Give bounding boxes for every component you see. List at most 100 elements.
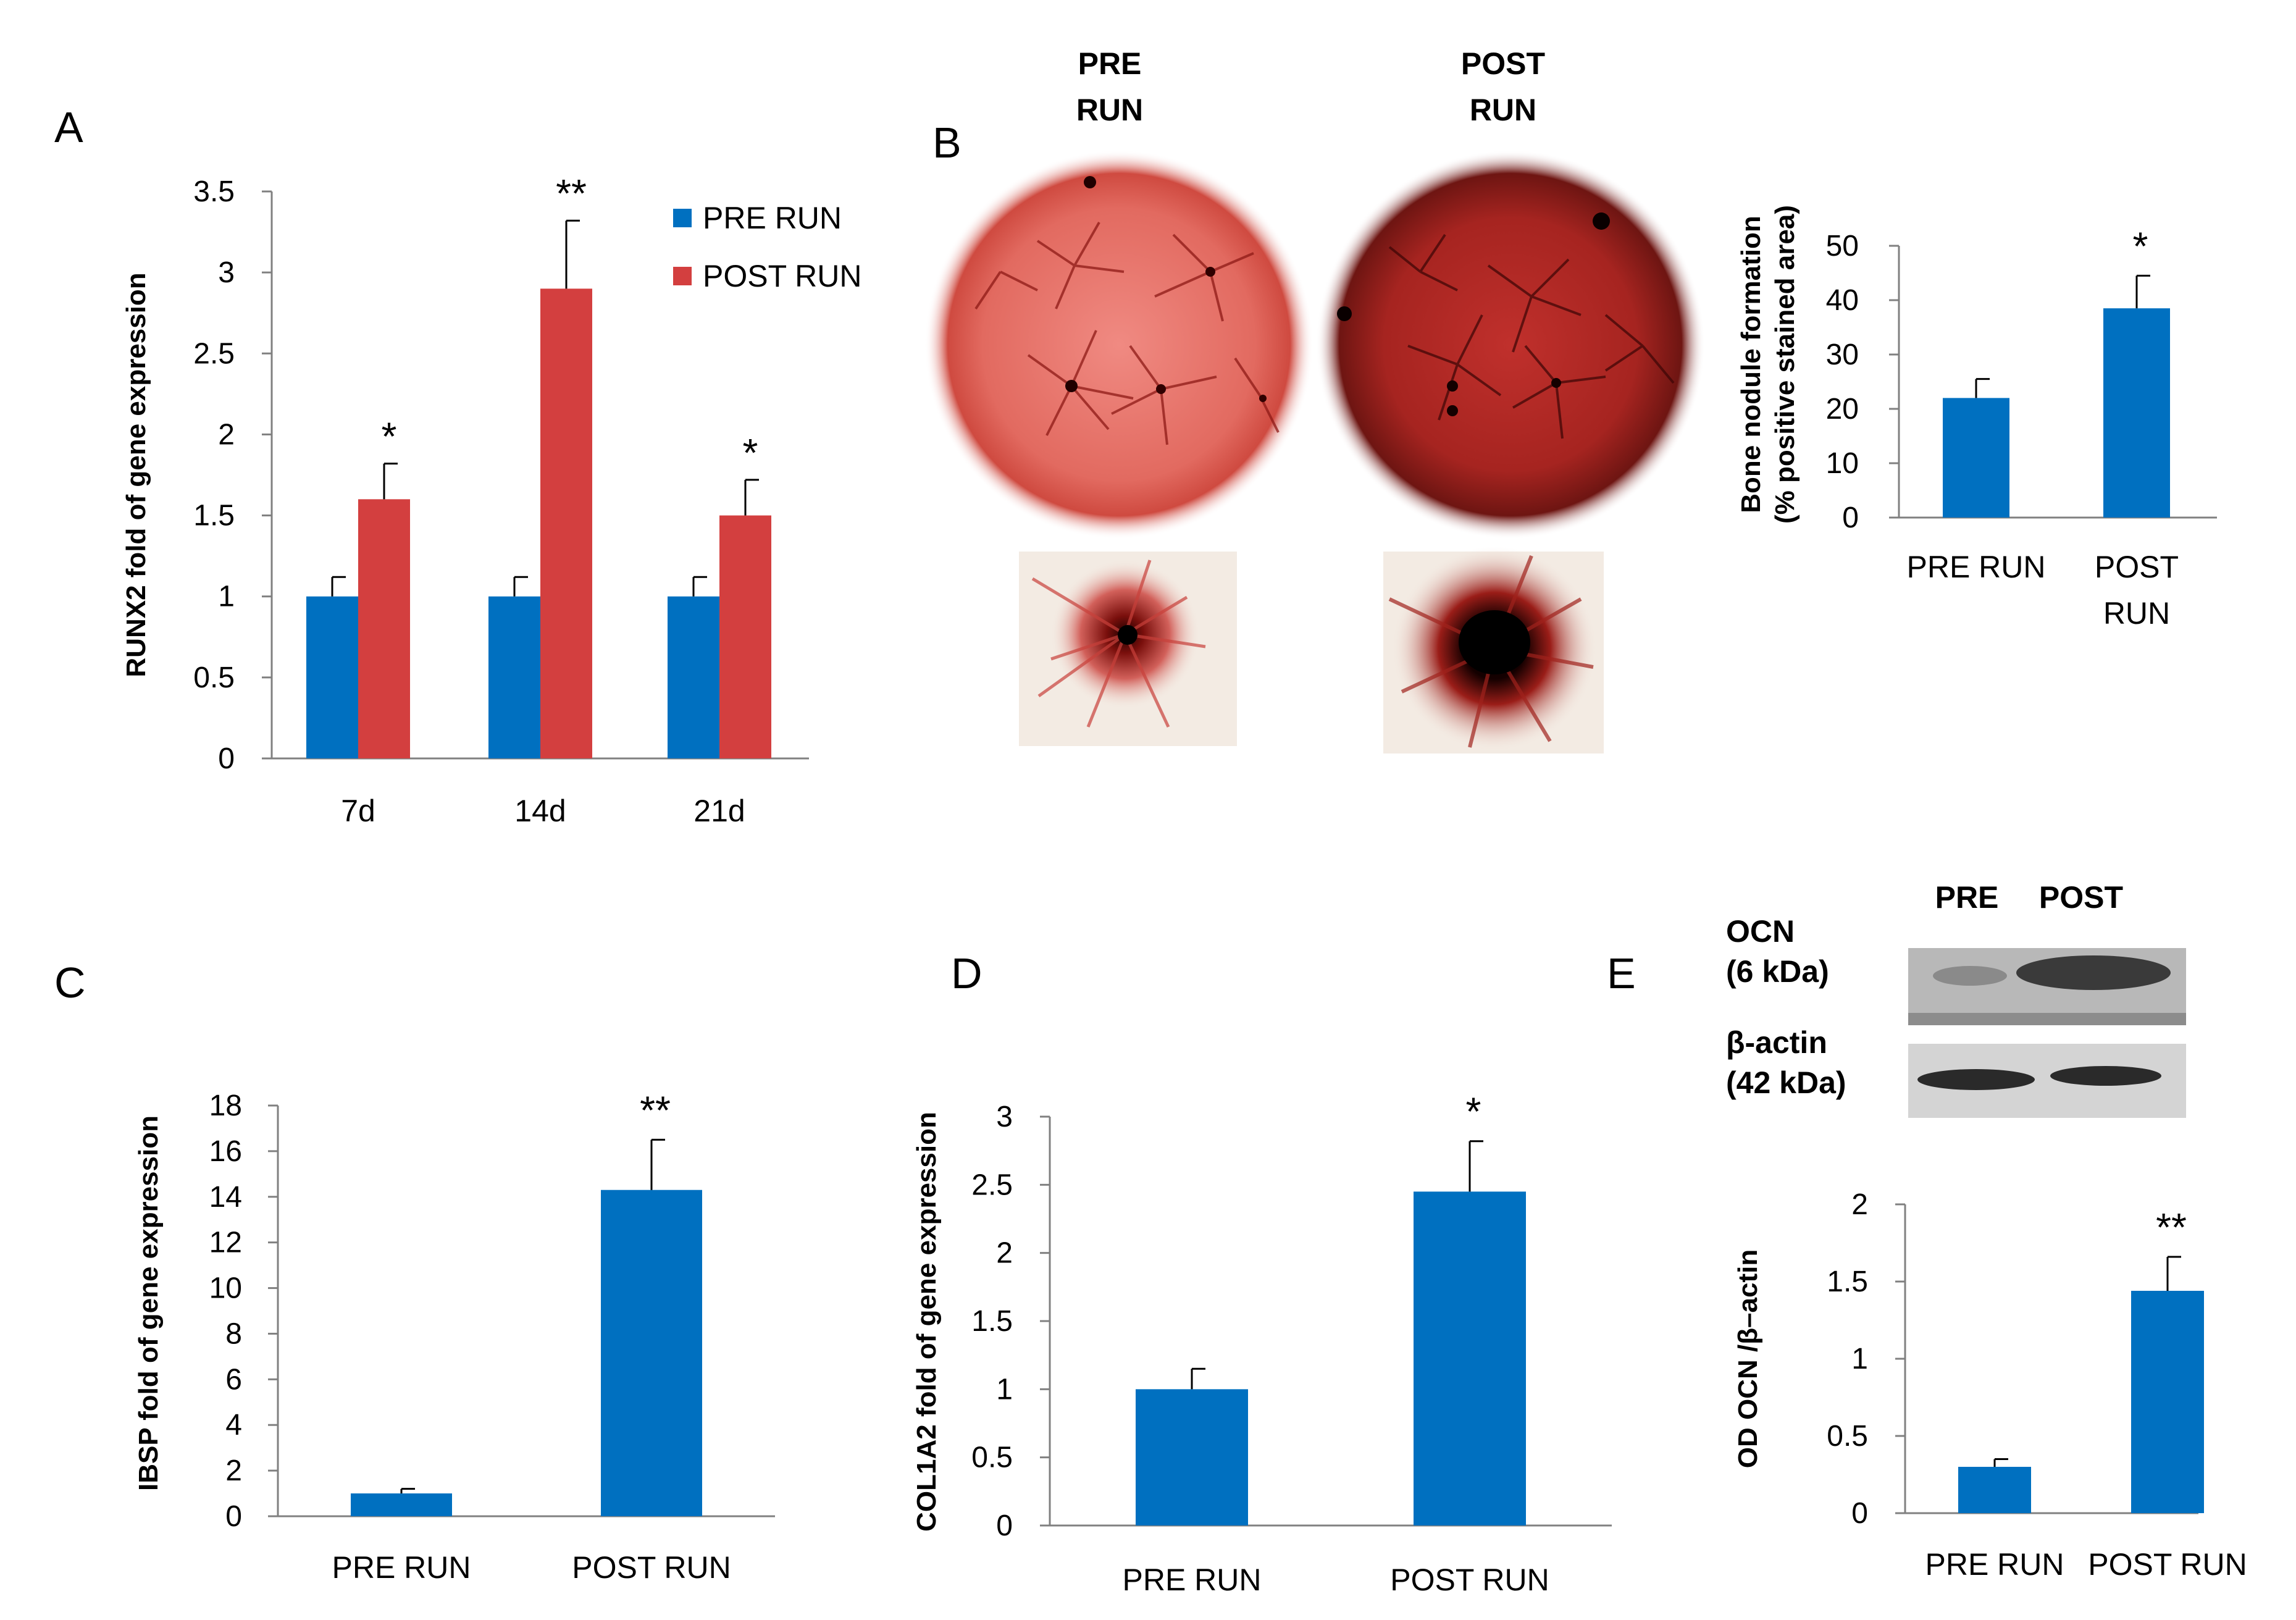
- x-category-label: 7d: [341, 794, 375, 828]
- bar-post-21d: [719, 515, 771, 758]
- y-axis-label-e: OD OCN /β–actin: [1733, 1249, 1763, 1468]
- blot-ocn-kda: (6 kDa): [1726, 954, 1829, 989]
- panel-label-a: A: [54, 103, 83, 151]
- y-tick-label: 3: [218, 256, 235, 289]
- x-category-label: PRE RUN: [1906, 550, 2045, 584]
- post-run-zoom-image: [1383, 547, 1604, 753]
- y-tick-label: 12: [209, 1227, 242, 1259]
- blot-actin-label: β-actin: [1726, 1025, 1827, 1060]
- y-tick-label: 0.5: [193, 661, 235, 694]
- bar-pre-run: [351, 1493, 452, 1516]
- bar-pre-run: [1136, 1389, 1248, 1526]
- bar-pre-14d: [488, 596, 540, 758]
- x-category-label: POST RUN: [2088, 1547, 2247, 1582]
- chart-e-ocn: 0 0.5 1 1.5 2 OD OCN /β–actin PRE RUN ** POST RU…: [1733, 1188, 2247, 1582]
- y-tick-label: 8: [225, 1317, 242, 1350]
- y-tick-label: 2: [1851, 1188, 1868, 1221]
- y-tick-label: 1: [996, 1373, 1013, 1406]
- significance-marker: *: [2133, 224, 2148, 268]
- pre-run-zoom-image: [1019, 552, 1237, 746]
- y-tick-label: 18: [209, 1089, 242, 1122]
- y-tick-label: 6: [225, 1363, 242, 1396]
- y-tick-label: 0.5: [971, 1442, 1013, 1474]
- y-tick-label: 1.5: [193, 500, 235, 532]
- y-tick-label: 50: [1826, 230, 1859, 262]
- image-pre-label-line2: RUN: [1076, 93, 1143, 127]
- y-tick-label: 0: [996, 1509, 1013, 1542]
- y-tick-label: 10: [1826, 447, 1859, 480]
- y-tick-label: 0: [1851, 1497, 1868, 1530]
- legend-swatch-post: [673, 267, 692, 285]
- legend-swatch-pre: [673, 209, 692, 227]
- significance-marker: *: [743, 430, 758, 475]
- ocn-band-pre: [1933, 966, 2007, 986]
- blot-actin-kda: (42 kDa): [1726, 1065, 1846, 1100]
- y-tick-label: 20: [1826, 393, 1859, 426]
- significance-marker: **: [640, 1088, 671, 1132]
- y-tick-label: 0.5: [1827, 1420, 1868, 1453]
- legend-label-post: POST RUN: [703, 259, 861, 293]
- x-category-label-line2: RUN: [2103, 596, 2170, 631]
- blot-col-post: POST: [2039, 880, 2123, 915]
- chart-c-ibsp: 0 2 4 6 8 10 12 14 16 18 IBSP fold of gene express…: [133, 1088, 775, 1585]
- actin-band-post: [2050, 1066, 2161, 1086]
- blot-col-pre: PRE: [1935, 880, 1999, 915]
- significance-marker: **: [556, 171, 587, 216]
- y-tick-label: 1: [218, 581, 235, 613]
- x-category-label: PRE RUN: [332, 1550, 471, 1585]
- x-category-label: PRE RUN: [1122, 1563, 1261, 1597]
- chart-a-runx2: 0 0.5 1 1.5 2 2.5 3 3.5 RUNX2 fold of gene expre…: [121, 171, 861, 828]
- panel-label-b: B: [932, 119, 962, 167]
- panel-label-d: D: [951, 949, 983, 997]
- x-category-label: POST: [2095, 550, 2179, 584]
- y-tick-label: 2.5: [193, 337, 235, 370]
- y-tick-label: 1: [1851, 1343, 1868, 1375]
- image-post-label-line1: POST: [1461, 46, 1545, 81]
- bar-pre-7d: [306, 596, 358, 758]
- y-axis-label-c: IBSP fold of gene expression: [133, 1115, 164, 1491]
- y-tick-label: 2: [225, 1454, 242, 1487]
- y-tick-label: 3: [996, 1101, 1013, 1133]
- y-tick-label: 0: [225, 1500, 242, 1533]
- x-category-label: PRE RUN: [1925, 1547, 2064, 1582]
- y-tick-label: 2.5: [971, 1169, 1013, 1201]
- bar-post-run: [1414, 1191, 1526, 1526]
- stain-images: PRE RUN POST RUN: [924, 46, 1705, 753]
- bar-pre-run: [1943, 398, 2009, 518]
- western-blot: PRE POST OCN (6 kDa) β-actin (42 kDa): [1726, 880, 2186, 1118]
- y-tick-label: 14: [209, 1181, 242, 1214]
- ocn-band-post: [2016, 955, 2171, 990]
- y-tick-label: 1.5: [1827, 1265, 1868, 1298]
- y-axis-label2-b: (% positive stained area): [1770, 205, 1800, 524]
- image-pre-label-line1: PRE: [1078, 46, 1142, 81]
- panel-label-c: C: [54, 959, 86, 1007]
- x-category-label: 14d: [514, 794, 566, 828]
- y-tick-label: 40: [1826, 284, 1859, 317]
- bar-pre-21d: [668, 596, 719, 758]
- legend: PRE RUN POST RUN: [673, 201, 861, 293]
- significance-marker: **: [2156, 1205, 2187, 1249]
- y-tick-label: 1.5: [971, 1305, 1013, 1338]
- pre-run-dish-image: [924, 150, 1313, 539]
- significance-marker: *: [1466, 1089, 1481, 1134]
- x-category-label: POST RUN: [1390, 1563, 1549, 1597]
- blot-ocn-label: OCN: [1726, 914, 1795, 949]
- significance-marker: *: [382, 414, 397, 459]
- legend-label-pre: PRE RUN: [703, 201, 842, 235]
- bar-post-run: [2103, 308, 2170, 518]
- y-tick-label: 0: [1842, 502, 1859, 534]
- panel-label-e: E: [1607, 949, 1636, 997]
- y-tick-label: 2: [218, 418, 235, 451]
- actin-band-pre: [1917, 1069, 2035, 1090]
- image-post-label-line2: RUN: [1470, 93, 1536, 127]
- y-tick-label: 16: [209, 1135, 242, 1168]
- bar-post-run: [601, 1190, 702, 1516]
- bar-post-7d: [358, 499, 410, 758]
- y-tick-label: 2: [996, 1237, 1013, 1270]
- y-axis-label-a: RUNX2 fold of gene expression: [121, 272, 151, 677]
- x-category-label: 21d: [693, 794, 745, 828]
- bar-post-14d: [540, 288, 592, 758]
- y-tick-label: 10: [209, 1272, 242, 1305]
- x-category-label: POST RUN: [572, 1550, 731, 1585]
